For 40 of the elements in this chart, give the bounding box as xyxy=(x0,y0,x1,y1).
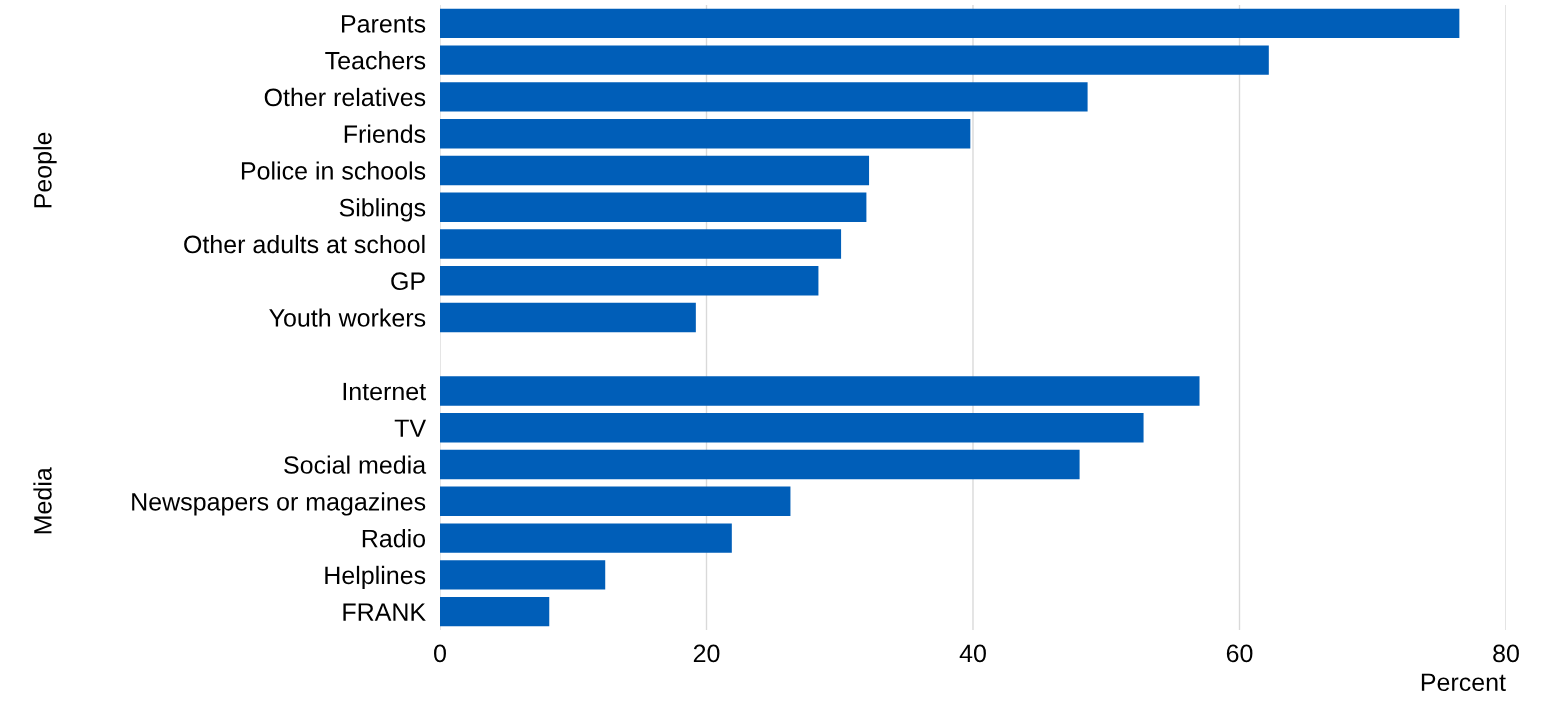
y-tick-label: Newspapers or magazines xyxy=(132,492,426,516)
y-tick-label: Youth workers xyxy=(269,308,426,327)
y-tick-label: Helplines xyxy=(325,565,426,590)
y-tick-label: Siblings xyxy=(339,198,426,222)
y-tick-label: FRANK xyxy=(343,603,426,621)
x-axis-title: Percent xyxy=(1421,673,1506,692)
bar xyxy=(440,82,1088,112)
y-tick-label: Other adults at school xyxy=(184,234,425,254)
bar xyxy=(440,376,1200,406)
text: Media xyxy=(33,467,52,534)
y-tick-label: Police in schools xyxy=(241,161,426,180)
bar xyxy=(440,302,696,333)
bar xyxy=(440,596,550,627)
bar xyxy=(440,155,870,186)
y-tick-label: GP xyxy=(391,272,425,291)
x-tick-label: 20 xyxy=(693,644,720,663)
bar xyxy=(440,486,791,517)
y-tick-label: Radio xyxy=(362,529,426,548)
y-tick-label: TV xyxy=(394,419,426,437)
bar xyxy=(440,192,867,222)
y-tick-label: Other relatives xyxy=(264,87,426,107)
x-tick-label: 60 xyxy=(1226,644,1253,663)
bar xyxy=(440,560,606,590)
y-tick-label: Teachers xyxy=(325,51,426,70)
bar xyxy=(440,266,819,296)
bar xyxy=(440,413,1144,443)
bar xyxy=(440,118,971,149)
y-tick-label: Friends xyxy=(344,124,426,143)
y-tick-label: Parents xyxy=(342,15,426,33)
bar xyxy=(440,229,842,259)
text: People xyxy=(33,132,57,208)
x-tick-label: 0 xyxy=(434,644,446,663)
bar xyxy=(440,8,1460,39)
bar xyxy=(440,523,732,553)
x-tick-label: 80 xyxy=(1493,644,1519,663)
bar xyxy=(440,45,1269,75)
y-tick-label: Social media xyxy=(284,455,427,474)
y-tick-label: Internet xyxy=(343,382,426,401)
x-tick-label: 40 xyxy=(959,644,986,663)
bar xyxy=(440,449,1080,480)
